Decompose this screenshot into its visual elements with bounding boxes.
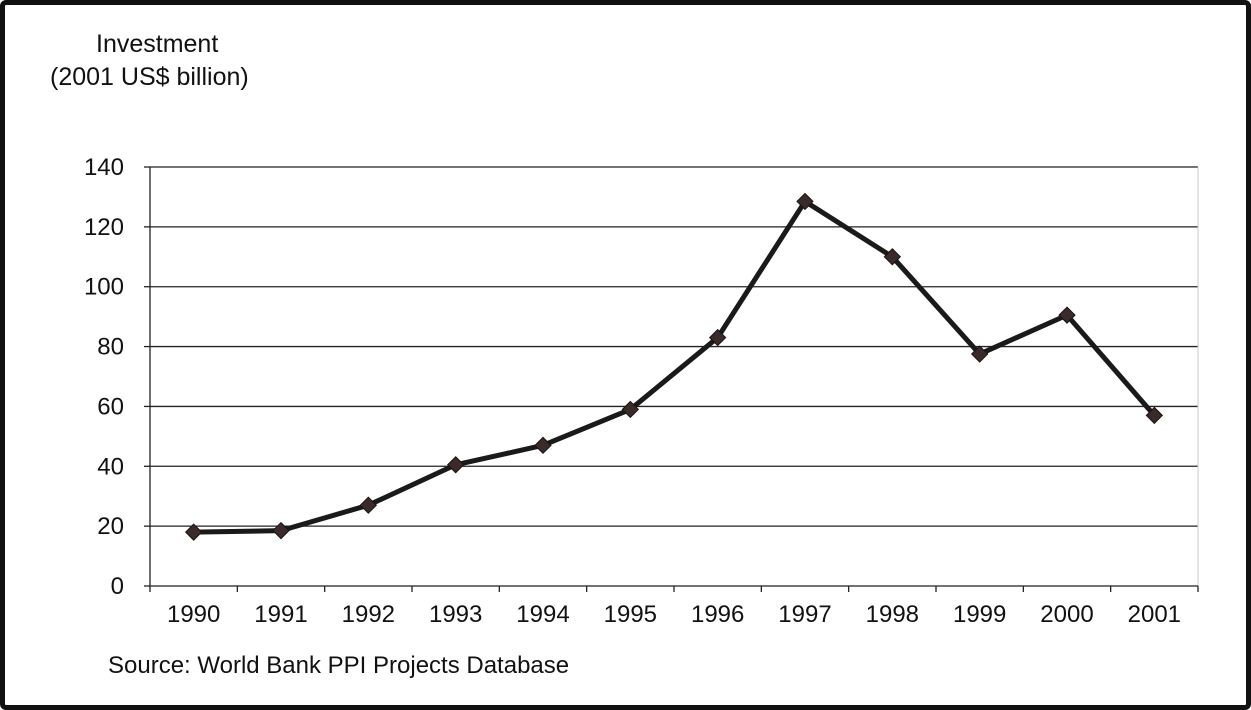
- y-tick-label: 20: [97, 513, 124, 540]
- data-point-1997: [796, 192, 814, 211]
- y-tick-label: 60: [97, 393, 124, 420]
- x-tick-label-1991: 1991: [254, 601, 307, 628]
- x-tick-label-1999: 1999: [953, 601, 1006, 628]
- y-tick-labels: 0 20 40 60 80 100 120 140: [84, 154, 124, 600]
- data-point-2000: [1058, 306, 1076, 324]
- y-tick-label: 80: [97, 334, 124, 361]
- x-tick-label-2001: 2001: [1128, 601, 1181, 628]
- y-tick-label: 40: [97, 453, 124, 480]
- data-point-1999: [970, 345, 989, 363]
- x-tick-label-1996: 1996: [691, 601, 744, 628]
- x-tick-label-1995: 1995: [604, 601, 657, 628]
- y-tick-label: 100: [84, 274, 124, 301]
- data-point-1996: [708, 328, 727, 347]
- x-tick-label-1990: 1990: [167, 601, 220, 628]
- source-note: Source: World Bank PPI Projects Database: [108, 652, 570, 679]
- x-tick-label-1994: 1994: [516, 601, 569, 628]
- x-tick-label-1993: 1993: [429, 601, 482, 628]
- x-tick-label-1997: 1997: [778, 601, 831, 628]
- x-tick-label-2000: 2000: [1040, 601, 1093, 628]
- x-tick-labels: 1990 1991 1992 1993 1994 1995 1996 1997 1998 1999…: [167, 601, 1181, 628]
- axes: [144, 166, 1199, 592]
- data-point-1993: [446, 456, 465, 474]
- data-point-2001: [1145, 406, 1164, 425]
- y-axis-label-line-2: (2001 US$ billion): [50, 63, 249, 91]
- y-tick-label: 120: [84, 214, 124, 241]
- y-tick-label: 140: [84, 154, 124, 181]
- grid-lines: [150, 166, 1198, 527]
- data-point-1998: [883, 248, 902, 266]
- y-tick-label: 0: [111, 573, 124, 600]
- x-tick-label-1998: 1998: [866, 601, 919, 628]
- series-line: [191, 198, 1157, 535]
- data-point-1991: [272, 521, 290, 540]
- data-point-1990: [184, 523, 203, 541]
- data-point-1994: [534, 436, 552, 455]
- data-point-1992: [359, 496, 378, 514]
- data-point-1995: [621, 400, 640, 419]
- y-axis-label-line-1: Investment: [96, 30, 219, 58]
- series-line-0: [191, 198, 1157, 535]
- data-markers: [184, 192, 1164, 541]
- x-tick-label-1992: 1992: [342, 601, 395, 628]
